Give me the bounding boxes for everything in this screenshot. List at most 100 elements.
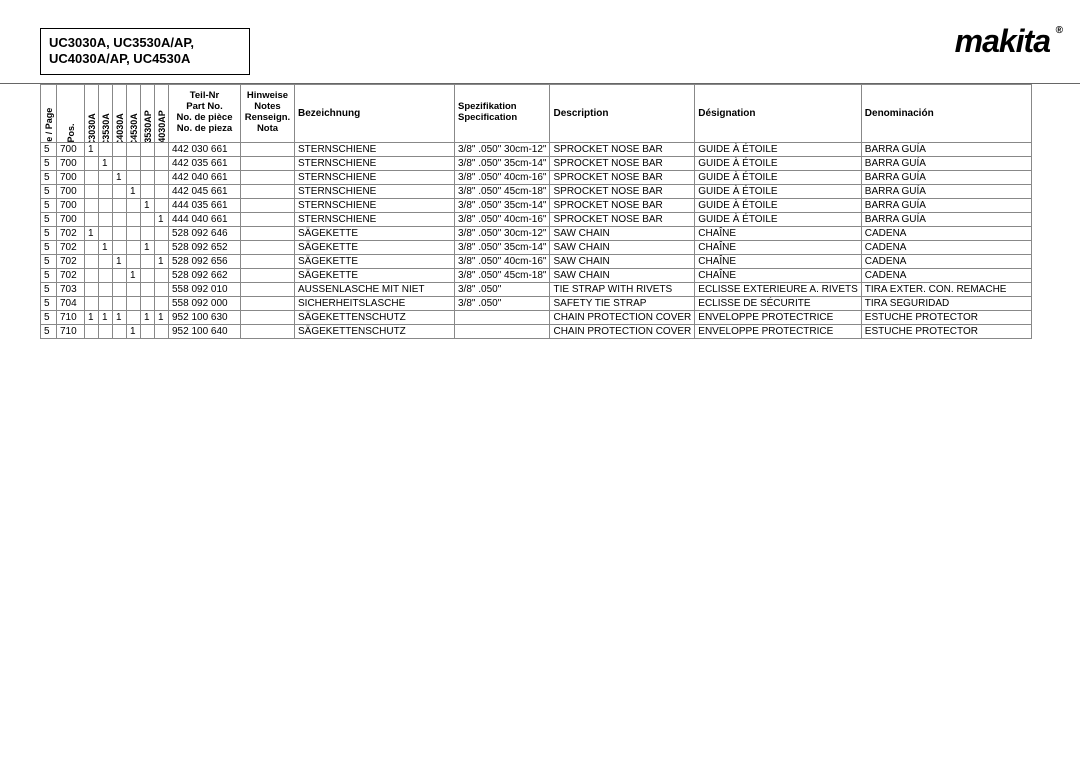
cell [141,184,155,198]
cell [127,254,141,268]
cell [141,212,155,226]
cell [99,184,113,198]
cell [113,156,127,170]
table-row: 57001442 030 661STERNSCHIENE3/8" .050" 3… [41,142,1032,156]
cell: SAW CHAIN [550,226,695,240]
cell [241,156,295,170]
cell: CHAÎNE [695,268,862,282]
col-model-4: UC3530AP [141,84,155,142]
cell [85,296,99,310]
header-row: UC3030A, UC3530A/AP, UC4030A/AP, UC4530A… [0,0,1080,84]
cell [241,142,295,156]
cell [99,254,113,268]
cell: ESTUCHE PROTECTOR [861,324,1031,338]
cell [99,198,113,212]
cell [113,296,127,310]
table-head: Seite / Page Pos. UC3030A UC3530A UC4030… [41,84,1032,142]
cell [155,268,169,282]
cell [85,184,99,198]
cell: 1 [127,324,141,338]
cell: 5 [41,142,57,156]
cell [127,282,141,296]
cell [155,142,169,156]
cell: 702 [57,240,85,254]
cell [113,282,127,296]
cell: ECLISSE DE SÉCURITE [695,296,862,310]
parts-table: Seite / Page Pos. UC3030A UC3530A UC4030… [40,84,1032,339]
cell: 444 035 661 [169,198,241,212]
cell [155,170,169,184]
cell: 1 [141,310,155,324]
cell: 5 [41,324,57,338]
cell [113,324,127,338]
title-line-1: UC3030A, UC3530A/AP, [49,35,241,51]
cell [141,296,155,310]
table-row: 57021528 092 662SÄGEKETTE3/8" .050" 45cm… [41,268,1032,282]
cell: 700 [57,212,85,226]
cell: 558 092 000 [169,296,241,310]
cell: CHAÎNE [695,240,862,254]
cell: 710 [57,310,85,324]
col-part: Teil-NrPart No.No. de pièceNo. de pieza [169,84,241,142]
cell [127,156,141,170]
col-pos: Pos. [57,84,85,142]
cell: 5 [41,296,57,310]
cell: CHAIN PROTECTION COVER [550,310,695,324]
cell: 5 [41,198,57,212]
cell [113,240,127,254]
cell: 3/8" .050" 40cm-16" [455,170,550,184]
cell: SAW CHAIN [550,268,695,282]
cell [127,142,141,156]
cell: SÄGEKETTE [295,254,455,268]
cell [155,226,169,240]
col-bez: Bezeichnung [295,84,455,142]
cell: 3/8" .050" 45cm-18" [455,268,550,282]
col-desc: Description [550,84,695,142]
cell: 702 [57,268,85,282]
cell [455,310,550,324]
cell: 1 [127,184,141,198]
cell: ENVELOPPE PROTECTRICE [695,324,862,338]
cell: 700 [57,156,85,170]
cell [85,324,99,338]
cell [155,240,169,254]
cell: 1 [99,240,113,254]
cell: SAW CHAIN [550,240,695,254]
cell [241,268,295,282]
cell [141,170,155,184]
cell [141,268,155,282]
cell: 702 [57,254,85,268]
cell: 5 [41,310,57,324]
cell: 1 [99,156,113,170]
table-row: 571011111952 100 630SÄGEKETTENSCHUTZCHAI… [41,310,1032,324]
cell: 1 [113,254,127,268]
cell: SPROCKET NOSE BAR [550,198,695,212]
col-denom: Denominación [861,84,1031,142]
cell [85,282,99,296]
col-model-1: UC3530A [99,84,113,142]
table-row: 57001442 045 661STERNSCHIENE3/8" .050" 4… [41,184,1032,198]
cell [127,198,141,212]
table-row: 5703558 092 010AUSSENLASCHE MIT NIET3/8"… [41,282,1032,296]
cell: 700 [57,198,85,212]
cell: 700 [57,142,85,156]
cell: CHAIN PROTECTION COVER [550,324,695,338]
cell [113,212,127,226]
cell: BARRA GUÍA [861,212,1031,226]
cell [141,282,155,296]
cell: SÄGEKETTE [295,268,455,282]
cell: 3/8" .050" 35cm-14" [455,240,550,254]
cell: 5 [41,184,57,198]
cell: 3/8" .050" 40cm-16" [455,212,550,226]
cell: 700 [57,184,85,198]
col-page: Seite / Page [41,84,57,142]
col-desig: Désignation [695,84,862,142]
cell: CADENA [861,240,1031,254]
cell: 1 [85,310,99,324]
cell: 1 [113,310,127,324]
cell: SPROCKET NOSE BAR [550,212,695,226]
cell: 558 092 010 [169,282,241,296]
cell: CADENA [861,268,1031,282]
cell [155,282,169,296]
cell: ESTUCHE PROTECTOR [861,310,1031,324]
